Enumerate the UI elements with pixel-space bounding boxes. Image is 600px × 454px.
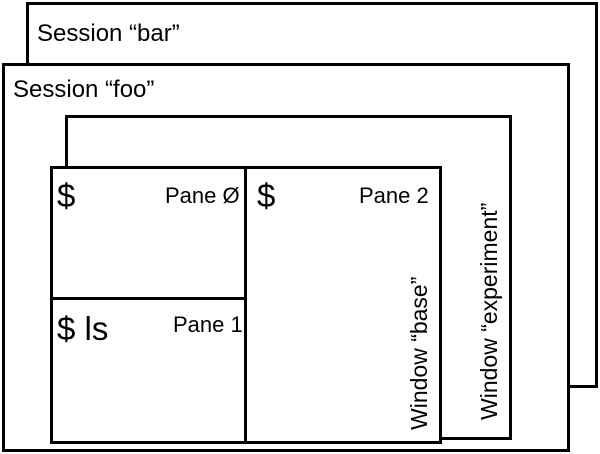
pane-1-label: Pane 1 [173,312,243,337]
pane-1-box: $ ls Pane 1 [50,297,247,444]
session-bar-label: Session “bar” [37,20,180,47]
pane-2-prompt: $ [257,177,276,214]
pane-2-label: Pane 2 [359,183,429,208]
pane-0-box: $ Pane Ø [50,166,247,300]
window-experiment-label: Window “experiment” [476,202,502,420]
pane-1-prompt: $ ls [57,310,109,347]
pane-0-prompt: $ [57,177,76,214]
pane-2-box: $ Pane 2 [244,166,442,444]
session-foo-label: Session “foo” [13,76,155,103]
pane-0-label: Pane Ø [165,183,240,208]
